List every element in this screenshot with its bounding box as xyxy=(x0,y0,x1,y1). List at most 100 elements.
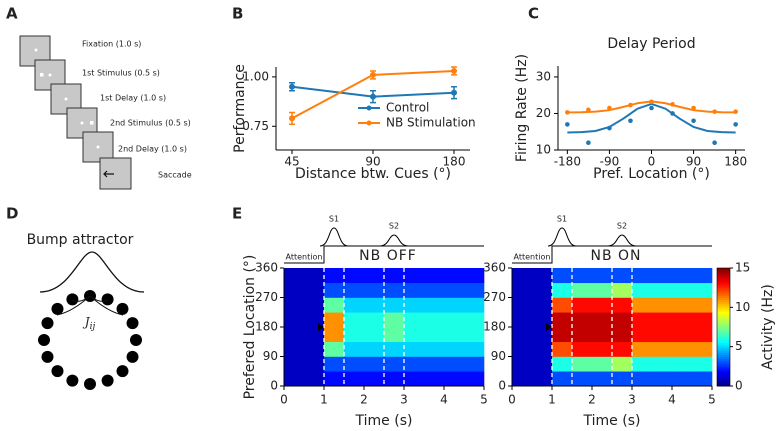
colorbar-slice xyxy=(717,330,730,334)
colorbar-slice xyxy=(717,291,730,295)
y-axis-label: Firing Rate (Hz) xyxy=(514,54,530,162)
heatmap-cell xyxy=(552,327,573,343)
heatmap-cell xyxy=(612,297,633,313)
heatmap-cell xyxy=(612,356,633,372)
x-tick-label: 2 xyxy=(360,393,368,407)
heatmap-cell xyxy=(384,268,405,284)
heatmap-cell xyxy=(324,312,345,328)
x-tick-label: 3 xyxy=(628,393,636,407)
point xyxy=(607,125,612,131)
heatmap-cell xyxy=(652,282,673,298)
heatmap-cell xyxy=(612,312,633,328)
x-axis-label: Distance btw. Cues (°) xyxy=(295,166,451,182)
y-tick-label: 10 xyxy=(536,143,551,157)
heatmap-cell xyxy=(512,327,533,343)
heatmap-cell xyxy=(572,268,593,284)
heatmap-cell xyxy=(424,327,445,343)
colorbar-slice xyxy=(717,309,730,312)
colorbar-slice xyxy=(717,364,730,367)
heatmap-cell xyxy=(672,312,693,328)
heatmap-cell xyxy=(404,356,425,372)
neuron xyxy=(101,374,114,387)
colorbar-slice xyxy=(717,313,730,316)
heatmap-cell xyxy=(572,371,593,387)
heatmap-cell xyxy=(632,341,653,357)
heatmap-cell xyxy=(512,341,533,357)
s2-label: S2 xyxy=(617,222,627,231)
heatmap-cell xyxy=(464,297,485,313)
x-axis-label: Pref. Location (°) xyxy=(593,166,710,182)
colorbar-slice xyxy=(717,311,730,314)
heatmap-cell xyxy=(424,356,445,372)
colorbar-slice xyxy=(717,283,730,287)
condition-label: NB OFF xyxy=(359,248,417,264)
colorbar-slice xyxy=(717,303,730,306)
neuron xyxy=(126,317,139,330)
neuron xyxy=(126,350,139,363)
stimulus xyxy=(40,73,44,77)
colorbar-slice xyxy=(717,289,730,293)
neuron xyxy=(51,365,64,378)
heatmap-cell xyxy=(464,341,485,357)
y-tick-label: 0 xyxy=(270,379,278,393)
heatmap-cell xyxy=(552,371,573,387)
x-axis-label: Time (s) xyxy=(583,413,641,429)
heatmap-cell xyxy=(612,282,633,298)
subscript: ij xyxy=(90,322,96,332)
heatmap-cell xyxy=(464,371,485,387)
heatmap-cell xyxy=(592,341,613,357)
y-axis-label: Prefered Location (°) xyxy=(242,255,258,400)
panel-label: C xyxy=(528,5,539,23)
bump-curve xyxy=(39,251,145,293)
heatmap-cell xyxy=(652,268,673,284)
heatmap-cell xyxy=(552,297,573,313)
colorbar-slice xyxy=(717,317,730,320)
colorbar-slice xyxy=(717,348,730,352)
heatmap-cell xyxy=(424,297,445,313)
neuron xyxy=(130,334,142,346)
heatmap-cell xyxy=(304,282,325,298)
point xyxy=(289,83,295,90)
legend-marker xyxy=(366,120,372,126)
heatmap-cell xyxy=(632,297,653,313)
panel-label: D xyxy=(6,205,18,223)
heatmap-cell xyxy=(512,312,533,328)
fixation-dot xyxy=(96,145,100,149)
heatmap-cell xyxy=(572,327,593,343)
neuron xyxy=(116,365,129,378)
colorbar-slice xyxy=(717,336,730,340)
point xyxy=(712,109,717,114)
heatmap-cell xyxy=(552,282,573,298)
heatmap-cell xyxy=(344,371,365,387)
heatmap-cell xyxy=(444,371,465,387)
heatmap-cell xyxy=(444,356,465,372)
point xyxy=(649,105,654,111)
colorbar-slice xyxy=(717,271,730,275)
heatmap-cell xyxy=(324,282,345,298)
colorbar-slice xyxy=(717,323,730,326)
colorbar-tick-label: 15 xyxy=(735,261,750,275)
x-tick-label: 90 xyxy=(365,155,380,169)
heatmap-cell xyxy=(652,297,673,313)
point xyxy=(289,115,295,122)
heatmap-cell xyxy=(444,312,465,328)
cue-marker xyxy=(318,323,324,331)
heatmap-cell xyxy=(424,341,445,357)
colorbar-slice xyxy=(717,342,730,346)
point xyxy=(628,118,633,124)
heatmap-cell xyxy=(384,371,405,387)
heatmap-cell xyxy=(344,282,365,298)
colorbar-slice xyxy=(717,279,730,283)
timeline xyxy=(284,245,484,264)
heatmap-cell xyxy=(592,327,613,343)
fixation-dot xyxy=(48,73,52,77)
attention-label: Attention xyxy=(514,253,551,262)
heatmap-cell xyxy=(324,268,345,284)
heatmap-cell xyxy=(652,312,673,328)
heatmap-cell xyxy=(384,356,405,372)
colorbar-slice xyxy=(717,327,730,330)
legend-label: NB Stimulation xyxy=(386,116,476,130)
colorbar-slice xyxy=(717,372,730,375)
point xyxy=(628,102,633,108)
stimulus-bump xyxy=(379,234,409,247)
